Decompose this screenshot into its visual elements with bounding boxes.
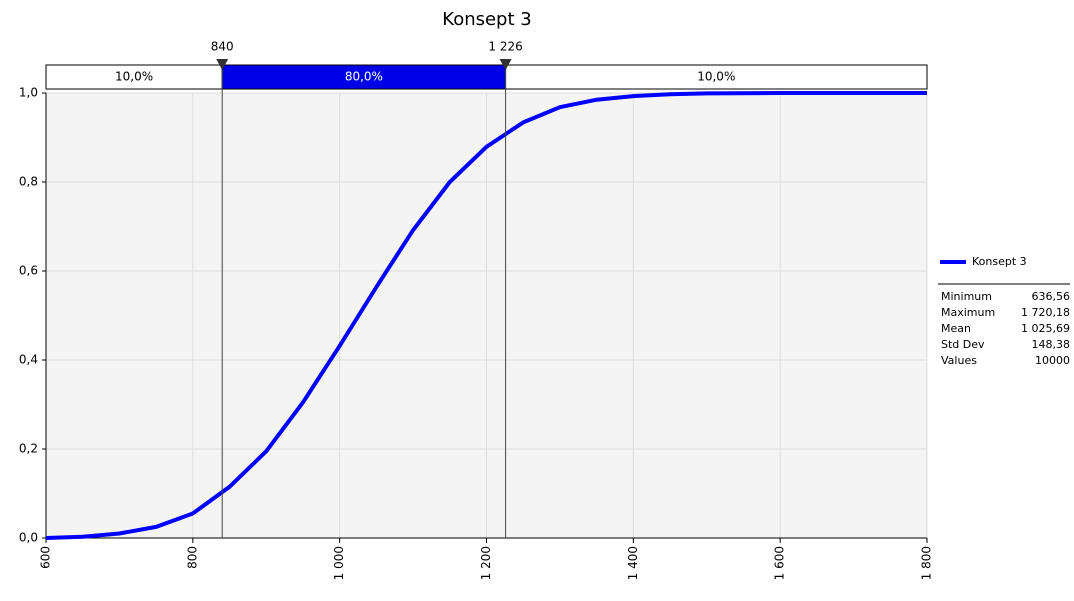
x-tick-label: 1 600 xyxy=(773,546,787,580)
stat-label: Std Dev xyxy=(941,338,985,351)
marker-label: 1 226 xyxy=(488,40,522,54)
y-tick-label: 0,2 xyxy=(19,442,38,456)
x-tick-label: 1 000 xyxy=(332,546,346,580)
stat-label: Maximum xyxy=(941,306,995,319)
band-label: 80,0% xyxy=(345,70,383,84)
band-label: 10,0% xyxy=(115,70,153,84)
band xyxy=(45,64,223,90)
stat-label: Mean xyxy=(941,322,971,335)
x-tick-label: 1 800 xyxy=(920,546,934,580)
y-tick-label: 0,4 xyxy=(19,353,38,367)
x-tick-label: 1 400 xyxy=(626,546,640,580)
stat-label: Minimum xyxy=(941,290,992,303)
marker-label: 840 xyxy=(211,40,234,54)
x-tick-label: 600 xyxy=(39,546,53,569)
y-tick-label: 1,0 xyxy=(19,86,38,100)
y-tick-label: 0,0 xyxy=(19,531,38,545)
marker-handle xyxy=(499,59,512,70)
band-label: 10,0% xyxy=(697,70,735,84)
stat-value: 10000 xyxy=(1035,354,1070,367)
stat-value: 1 025,69 xyxy=(1021,322,1070,335)
cdf-line xyxy=(45,91,927,540)
x-tick-label: 800 xyxy=(185,546,199,569)
chart-title: Konsept 3 xyxy=(442,9,531,30)
stat-label: Values xyxy=(941,354,977,367)
x-tick-label: 1 200 xyxy=(479,546,493,580)
marker-handle xyxy=(216,59,229,70)
y-tick-label: 0,8 xyxy=(19,175,38,189)
y-tick-label: 0,6 xyxy=(19,264,38,278)
band xyxy=(505,64,928,90)
stat-value: 636,56 xyxy=(1032,290,1071,303)
legend-label: Konsept 3 xyxy=(972,255,1027,268)
stat-value: 148,38 xyxy=(1032,338,1071,351)
stat-value: 1 720,18 xyxy=(1021,306,1070,319)
